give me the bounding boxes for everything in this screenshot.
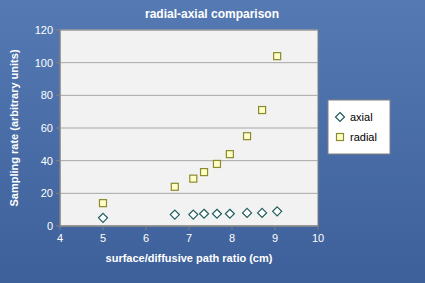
point bbox=[189, 210, 198, 219]
x-tick-label: 6 bbox=[143, 232, 149, 244]
x-tick bbox=[60, 226, 61, 230]
point bbox=[243, 208, 252, 217]
y-tick bbox=[56, 160, 60, 161]
y-tick-label: 80 bbox=[41, 89, 53, 101]
legend-label: radial bbox=[350, 131, 377, 143]
grid-line bbox=[60, 95, 318, 96]
legend-marker bbox=[336, 113, 345, 122]
grid-line bbox=[60, 193, 318, 194]
x-axis bbox=[60, 226, 318, 227]
x-tick-label: 10 bbox=[312, 232, 324, 244]
point bbox=[274, 53, 281, 60]
point bbox=[259, 107, 266, 114]
x-tick bbox=[103, 226, 104, 230]
y-tick bbox=[56, 95, 60, 96]
x-tick bbox=[275, 226, 276, 230]
point bbox=[258, 208, 267, 217]
legend-label: axial bbox=[350, 111, 373, 123]
y-tick-label: 20 bbox=[41, 187, 53, 199]
y-tick bbox=[56, 30, 60, 31]
point bbox=[226, 151, 233, 158]
grid-line bbox=[60, 226, 318, 227]
point bbox=[100, 200, 107, 207]
title: radial-axial comparison bbox=[145, 7, 279, 21]
y-tick bbox=[56, 128, 60, 129]
x-tick bbox=[146, 226, 147, 230]
x-tick-label: 8 bbox=[229, 232, 235, 244]
x-tick-label: 5 bbox=[100, 232, 106, 244]
x-tick bbox=[232, 226, 233, 230]
point bbox=[190, 175, 197, 182]
point bbox=[171, 183, 178, 190]
x-tick-label: 7 bbox=[186, 232, 192, 244]
y-tick-label: 0 bbox=[47, 220, 53, 232]
point bbox=[200, 209, 209, 218]
x-tick-label: 4 bbox=[57, 232, 63, 244]
marks bbox=[99, 53, 282, 223]
point bbox=[225, 209, 234, 218]
x-tick bbox=[189, 226, 190, 230]
y-tick-label: 120 bbox=[35, 24, 53, 36]
point bbox=[273, 207, 282, 216]
point bbox=[212, 209, 221, 218]
point bbox=[170, 210, 179, 219]
grid-line bbox=[60, 160, 318, 161]
background bbox=[0, 0, 425, 283]
chart-root: 0 20 40 60 80 100 120 4 5 6 7 8 9 10 radial-axial comp… bbox=[0, 0, 425, 283]
plot-area bbox=[60, 30, 318, 226]
y-tick bbox=[56, 62, 60, 63]
y-tick-label: 100 bbox=[35, 57, 53, 69]
point bbox=[244, 133, 251, 140]
y-tick bbox=[56, 226, 60, 227]
point bbox=[99, 213, 108, 222]
point bbox=[213, 160, 220, 167]
grid-line bbox=[60, 30, 318, 31]
chart: 0 20 40 60 80 100 120 4 5 6 7 8 9 10 radial-axial comp… bbox=[0, 0, 425, 283]
x-tick bbox=[318, 226, 319, 230]
x-tick-label: 9 bbox=[272, 232, 278, 244]
y-axis bbox=[60, 30, 61, 226]
x-axis-label: surface/diffusive path ratio (cm) bbox=[106, 252, 273, 264]
grid-line bbox=[60, 128, 318, 129]
grid-line bbox=[60, 62, 318, 63]
y-tick bbox=[56, 193, 60, 194]
y-tick-label: 60 bbox=[41, 122, 53, 134]
legend bbox=[328, 100, 390, 154]
point bbox=[201, 169, 208, 176]
y-axis-label: Sampling rate (arbitrary units) bbox=[8, 49, 20, 206]
legend-marker bbox=[337, 134, 344, 141]
y-tick-label: 40 bbox=[41, 155, 53, 167]
